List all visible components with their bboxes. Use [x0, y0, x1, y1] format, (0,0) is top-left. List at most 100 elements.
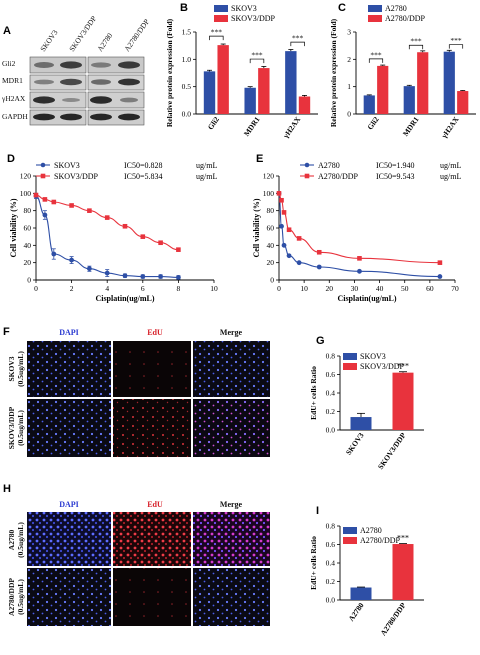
data-point	[437, 260, 443, 265]
significance-label: ***	[292, 34, 304, 43]
panel-f: F DAPI EdU Merge SKOV3 (0.5ug/mL) SKOV3/…	[3, 326, 270, 457]
panel-a-letter: A	[3, 25, 11, 37]
y-tick-label: 120	[20, 172, 32, 181]
y-tick-label: 0.4	[326, 559, 336, 568]
bar	[443, 51, 455, 114]
panel-h-letter: H	[3, 483, 11, 495]
y-tick-label: 40	[267, 241, 275, 250]
x-tick-label: SKOV3/DDP	[376, 431, 408, 471]
x-tick-label: 8	[177, 284, 181, 293]
row-label-gapdh: GAPDH	[2, 112, 28, 121]
panel-letter: E	[256, 153, 263, 165]
x-tick-label: 4	[105, 284, 109, 293]
bar	[377, 65, 389, 114]
legend-label: SKOV3/DDP	[360, 362, 405, 371]
legend-marker	[304, 162, 310, 168]
x-tick-label: A2780	[347, 601, 366, 623]
bar	[403, 86, 415, 114]
legend-swatch	[368, 15, 382, 22]
ic50-label: IC50=5.834	[124, 172, 163, 181]
legend-label: A2780/DDP	[318, 172, 359, 181]
y-axis-label: Relative protein expression (Fold)	[165, 18, 174, 127]
lane-label-skov3: SKOV3	[38, 28, 59, 53]
panel-e: E 0 20 40 60 80 100 120 0 10 20 30 40 50 60 70 Cisplatin…	[252, 153, 461, 303]
y-tick-label: 1	[347, 82, 351, 91]
ic50-label: IC50=1.940	[376, 161, 415, 170]
y-tick-label: 0	[27, 276, 31, 285]
y-tick-label: 0.0	[326, 426, 336, 435]
y-tick-label: 2	[347, 55, 351, 64]
legend-label: A2780	[385, 4, 407, 13]
x-tick-label: 60	[426, 284, 434, 293]
bar	[392, 544, 414, 600]
y-tick-label: 60	[24, 224, 32, 233]
y-tick-label: 0.6	[326, 370, 336, 379]
bar	[285, 51, 297, 114]
data-point	[122, 223, 128, 229]
panel-b: B 0.0 0.5 1.0 1.5 Relative protein expression…	[165, 2, 318, 141]
data-point	[104, 215, 110, 220]
significance-label: ***	[450, 36, 462, 45]
data-point	[279, 223, 284, 229]
y-tick-label: 0.6	[326, 540, 336, 549]
micrograph-h	[27, 512, 270, 626]
col-label-edu-f: EdU	[147, 328, 163, 337]
y-tick-label: 60	[267, 224, 275, 233]
x-tick-label: 2	[70, 284, 74, 293]
data-point	[69, 257, 74, 263]
fit-curve	[278, 192, 440, 264]
legend-label: SKOV3	[54, 161, 80, 170]
data-point	[437, 274, 443, 279]
significance-bracket	[448, 44, 464, 49]
ic50-label: IC50=9.543	[376, 172, 415, 181]
data-point	[51, 251, 57, 257]
legend-marker	[304, 173, 310, 179]
legend-swatch	[343, 363, 357, 370]
legend-marker	[40, 173, 46, 179]
x-tick-label: 30	[351, 284, 359, 293]
lane-label-a2780-ddp: A2780/DDP	[122, 17, 151, 53]
y-tick-label: 40	[24, 241, 32, 250]
data-point	[42, 197, 48, 202]
significance-label: ***	[397, 534, 409, 543]
row-dose-a2780-h: (0.5ug/mL)	[16, 522, 25, 558]
x-tick-label: 40	[376, 284, 384, 293]
legend-swatch	[214, 5, 228, 12]
x-tick-label: 0	[277, 284, 281, 293]
data-point	[316, 264, 322, 270]
bar	[217, 45, 229, 115]
row-dose-a2780ddp-h: (0.5ug/mL)	[16, 579, 25, 615]
ic50-label: IC50=0.828	[124, 161, 163, 170]
y-axis-label: Cell viability (%)	[252, 198, 261, 257]
y-axis-label: Relative protein expression (Fold)	[329, 18, 338, 127]
significance-bracket	[249, 58, 265, 64]
data-point	[176, 275, 181, 280]
x-tick-label: 0	[34, 284, 38, 293]
bar	[258, 68, 270, 114]
col-label-dapi-h: DAPI	[59, 500, 79, 509]
col-label-dapi-f: DAPI	[59, 328, 79, 337]
data-point	[42, 212, 48, 218]
y-axis-label: EdU+ cells Ratio	[309, 366, 318, 420]
legend-label: SKOV3	[360, 352, 386, 361]
col-label-edu-h: EdU	[147, 500, 163, 509]
bar	[363, 95, 375, 114]
fit-curve	[35, 194, 179, 251]
legend-label: SKOV3	[231, 4, 257, 13]
x-tick-label: 6	[141, 284, 145, 293]
significance-label: ***	[397, 362, 409, 371]
y-tick-label: 100	[263, 189, 275, 198]
legend-label: A2780	[318, 161, 340, 170]
y-tick-label: 3	[347, 28, 351, 37]
data-point	[176, 247, 181, 252]
data-point	[357, 268, 362, 274]
lane-label-a2780: A2780	[95, 31, 114, 53]
legend-swatch	[343, 527, 357, 534]
panel-c: C 0 1 2 3 Relative protein expression (Fold) *…	[329, 2, 476, 141]
legend-label: A2780/DDP	[385, 14, 426, 23]
data-point	[104, 270, 110, 276]
panel-f-letter: F	[3, 326, 10, 338]
data-point	[87, 266, 92, 272]
significance-label: ***	[251, 51, 263, 60]
y-tick-label: 100	[20, 189, 32, 198]
